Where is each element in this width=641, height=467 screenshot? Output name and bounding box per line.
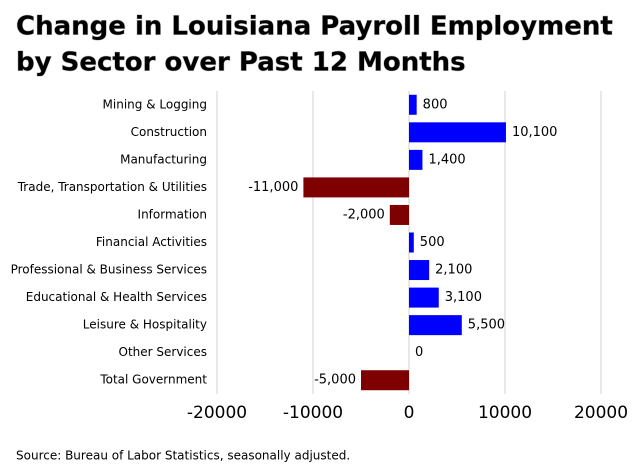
x-tick-label: -20000 xyxy=(187,403,247,423)
value-label: 1,400 xyxy=(428,152,465,167)
x-tick-label: 0 xyxy=(404,403,415,423)
value-label: 3,100 xyxy=(445,290,482,305)
bar xyxy=(409,287,439,308)
y-tick-label: Trade, Transportation & Utilities xyxy=(17,180,207,194)
x-tick-label: 10000 xyxy=(478,403,532,423)
y-tick-label: Professional & Business Services xyxy=(11,263,207,277)
y-tick-label: Financial Activities xyxy=(96,235,207,249)
bar xyxy=(409,260,430,281)
bar xyxy=(361,370,409,391)
bar xyxy=(409,94,417,115)
value-label: 800 xyxy=(423,97,448,112)
value-label: 2,100 xyxy=(435,263,472,278)
y-tick-label: Mining & Logging xyxy=(103,97,207,111)
y-tick-label: Leisure & Hospitality xyxy=(83,318,207,332)
bar xyxy=(303,177,409,198)
bar xyxy=(389,204,409,225)
y-tick-label: Manufacturing xyxy=(120,152,207,166)
y-tick-label: Total Government xyxy=(99,373,207,387)
value-label: 0 xyxy=(415,345,423,360)
value-label: 10,100 xyxy=(512,125,557,140)
value-label: 500 xyxy=(420,235,445,250)
source-note: Source: Bureau of Labor Statistics, seas… xyxy=(16,449,350,463)
x-tick-label: -10000 xyxy=(283,403,343,423)
value-label: -11,000 xyxy=(248,180,298,195)
value-label: -2,000 xyxy=(343,207,385,222)
y-tick-label: Other Services xyxy=(119,345,208,359)
bar xyxy=(409,315,462,336)
chart-title: by Sector over Past 12 Months xyxy=(16,48,466,78)
x-tick-label: 20000 xyxy=(574,403,628,423)
bar xyxy=(409,122,506,143)
chart-title: Change in Louisiana Payroll Employment xyxy=(16,12,613,42)
y-tick-label: Educational & Health Services xyxy=(26,290,207,304)
bar xyxy=(409,232,414,253)
y-tick-label: Information xyxy=(138,207,207,221)
y-tick-label: Construction xyxy=(131,125,207,139)
value-label: -5,000 xyxy=(314,373,356,388)
bar xyxy=(409,149,423,170)
value-label: 5,500 xyxy=(468,318,505,333)
